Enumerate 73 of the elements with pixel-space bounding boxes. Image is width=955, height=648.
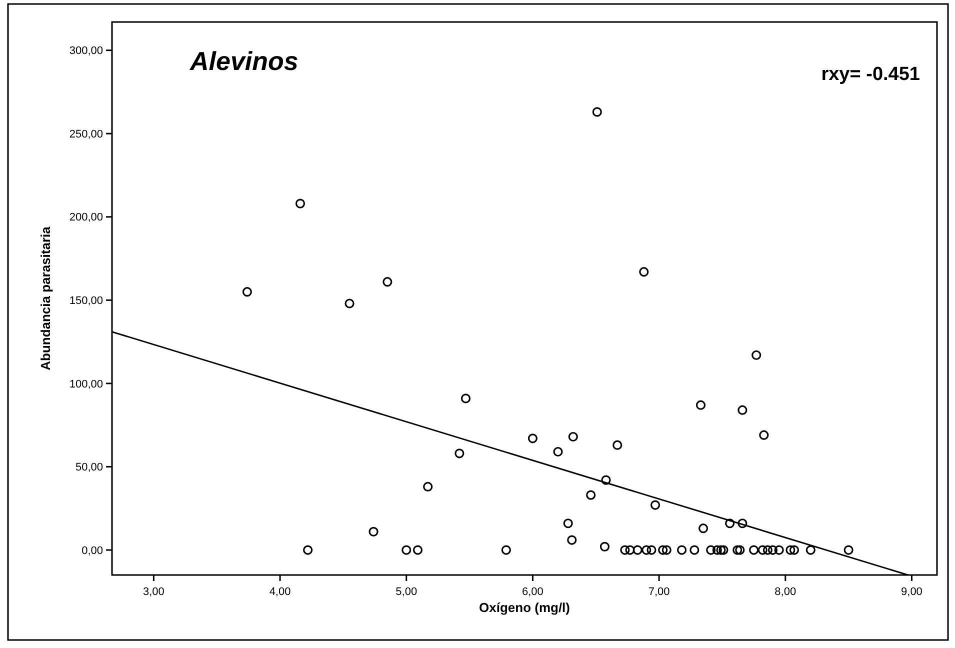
point: [738, 518, 748, 528]
point: [567, 535, 577, 545]
x-tick-label: 8,00: [774, 586, 796, 598]
point: [382, 277, 392, 287]
y-tick-label: 300,00: [69, 45, 103, 58]
x-tick-label: 7,00: [648, 586, 670, 598]
point: [646, 545, 656, 555]
point: [568, 432, 578, 442]
x-tick-label: 5,00: [396, 586, 418, 598]
point: [696, 400, 706, 410]
point: [625, 545, 635, 555]
point: [592, 107, 602, 117]
y-tick-label: 0,00: [82, 544, 103, 557]
point: [601, 475, 611, 485]
point: [423, 482, 433, 492]
x-tick-label: 3,00: [142, 586, 164, 598]
point: [639, 267, 649, 277]
y-axis-title: Abundancia parasitaria: [38, 226, 53, 370]
annotation: rxy= -0.451: [821, 64, 920, 85]
point: [412, 545, 423, 555]
point: [563, 518, 573, 528]
point: [620, 545, 630, 555]
point: [758, 545, 768, 555]
x-tick-label: 6,00: [522, 586, 544, 598]
y-tick-label: 250,00: [69, 128, 103, 140]
x-axis-title: Oxígeno (mg/l): [479, 600, 570, 615]
point: [553, 446, 563, 457]
point: [844, 545, 854, 555]
point: [725, 518, 735, 528]
point: [402, 545, 412, 555]
point: [658, 545, 668, 555]
y-tick-label: 50,00: [75, 462, 103, 474]
point: [735, 545, 745, 555]
point: [528, 434, 538, 444]
x-tick-label: 9,00: [901, 586, 922, 598]
point: [732, 545, 742, 555]
point: [718, 545, 728, 555]
point: [768, 545, 778, 555]
point: [759, 430, 769, 440]
point: [662, 545, 672, 555]
y-tick-label: 150,00: [69, 295, 103, 308]
point: [789, 545, 800, 555]
point: [295, 198, 306, 208]
point: [303, 545, 313, 555]
y-tick-label: 100,00: [69, 378, 103, 390]
point: [774, 545, 784, 555]
point: [762, 545, 773, 555]
point: [368, 526, 378, 536]
point: [712, 545, 722, 555]
point: [738, 405, 748, 415]
y-tick-label: 200,00: [69, 212, 103, 224]
point: [749, 545, 759, 555]
point: [706, 545, 716, 555]
point: [612, 440, 622, 450]
point: [698, 524, 708, 534]
point: [242, 287, 252, 297]
point: [632, 545, 642, 555]
x-tick-label: 4,00: [269, 586, 291, 598]
point: [786, 545, 796, 555]
point: [600, 542, 610, 552]
point: [344, 298, 354, 308]
point: [752, 350, 762, 360]
point: [454, 448, 464, 458]
point: [501, 545, 511, 555]
point: [650, 500, 660, 510]
point: [716, 545, 726, 555]
point: [676, 545, 687, 555]
point: [460, 394, 471, 404]
point: [690, 545, 700, 555]
point: [806, 545, 816, 555]
text: Alevinos: [189, 46, 298, 76]
point: [642, 545, 652, 555]
point: [586, 490, 596, 500]
